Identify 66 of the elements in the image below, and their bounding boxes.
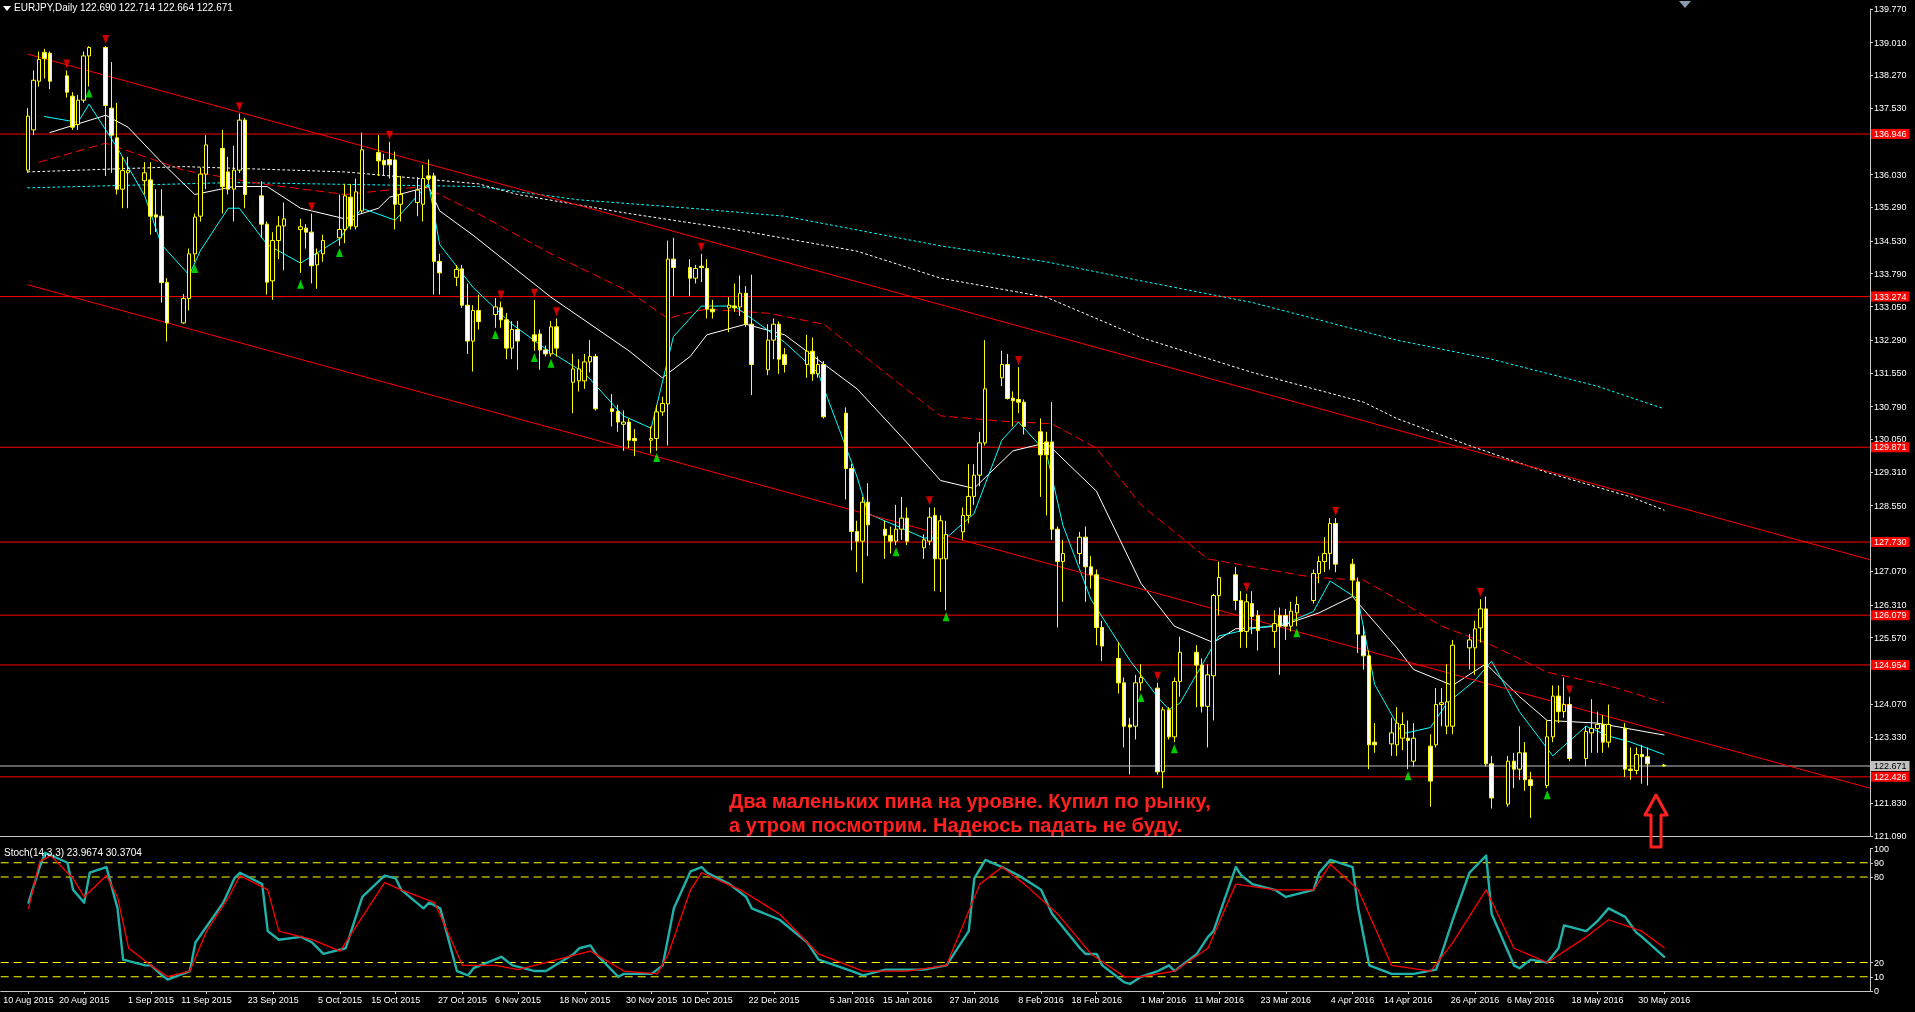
- chart-title: Stoch(14,3,3) 23.9674 30.3704: [4, 846, 143, 858]
- x-tick-label: 6 May 2016: [1507, 994, 1555, 1005]
- x-tick-label: 4 Apr 2016: [1330, 994, 1375, 1005]
- x-tick-label: 18 Nov 2015: [559, 994, 611, 1005]
- x-tick-label: 30 Nov 2015: [626, 994, 678, 1005]
- x-tick-label: 20 Aug 2015: [58, 994, 110, 1005]
- x-tick-label: 10 Aug 2015: [3, 994, 54, 1005]
- y-tick-label: 80: [1874, 872, 1885, 882]
- x-tick-label: 8 Feb 2016: [1018, 994, 1064, 1005]
- y-tick-label: 137.530: [1874, 103, 1907, 114]
- x-tick-label: 5 Oct 2015: [318, 994, 363, 1005]
- y-tick-label: 136.030: [1874, 169, 1907, 180]
- ref-line-label: 129.871: [1874, 442, 1907, 453]
- y-tick-label: 132.290: [1874, 335, 1907, 346]
- x-tick-label: 26 Apr 2016: [1450, 994, 1500, 1005]
- x-tick-label: 10 Dec 2015: [681, 994, 733, 1005]
- x-tick-label: 15 Oct 2015: [371, 994, 421, 1005]
- x-tick-label: 14 Apr 2016: [1383, 994, 1433, 1005]
- x-tick-label: 1 Sep 2015: [127, 994, 174, 1005]
- y-tick-label: 130.050: [1874, 434, 1907, 445]
- x-tick-label: 5 Jan 2016: [829, 994, 875, 1005]
- x-tick-label: 27 Oct 2015: [437, 994, 487, 1005]
- y-tick-label: 138.270: [1874, 70, 1907, 81]
- x-tick-label: 1 Mar 2016: [1140, 994, 1187, 1005]
- y-tick-label: 90: [1874, 857, 1885, 868]
- x-tick-label: 11 Sep 2015: [181, 994, 232, 1005]
- y-tick-label: 0: [1874, 986, 1880, 996]
- y-tick-label: 126.310: [1874, 599, 1907, 610]
- y-tick-label: 100: [1874, 843, 1890, 854]
- ref-line-label: 126.079: [1874, 610, 1907, 621]
- y-tick-label: 10: [1874, 971, 1885, 982]
- ref-line-label: 136.946: [1874, 129, 1907, 140]
- y-tick-label: 134.530: [1874, 235, 1907, 246]
- ref-line-label: 122.671: [1874, 761, 1907, 772]
- y-tick-label: 130.790: [1874, 401, 1907, 412]
- y-tick-label: 135.290: [1874, 202, 1907, 213]
- x-tick-label: 6 Nov 2015: [495, 994, 542, 1005]
- x-tick-label: 27 Jan 2016: [949, 994, 1000, 1005]
- y-tick-label: 20: [1874, 957, 1885, 968]
- y-tick-label: 123.330: [1874, 731, 1907, 742]
- annotation: Два маленьких пина на уровне. Купил по рынку, а утром посмотрим. Надеюсь падать не буду.: [729, 790, 1211, 836]
- ref-line-label: 133.274: [1874, 291, 1907, 302]
- y-tick-label: 124.070: [1874, 699, 1907, 710]
- x-tick-label: 23 Mar 2016: [1260, 994, 1312, 1005]
- y-tick-label: 128.550: [1874, 500, 1907, 511]
- y-tick-label: 121.090: [1874, 831, 1907, 841]
- ref-line-label: 127.730: [1874, 537, 1907, 548]
- y-tick-label: 139.770: [1874, 4, 1907, 14]
- y-tick-label: 121.830: [1874, 798, 1907, 809]
- ref-line-label: 124.954: [1874, 659, 1907, 670]
- ref-line-label: 122.426: [1874, 771, 1907, 782]
- x-tick-label: 11 Mar 2016: [1194, 994, 1245, 1005]
- y-tick-label: 127.070: [1874, 566, 1907, 577]
- x-tick-label: 18 Feb 2016: [1071, 994, 1122, 1005]
- y-tick-label: 131.550: [1874, 367, 1907, 378]
- x-tick-label: 22 Dec 2015: [748, 994, 800, 1005]
- y-tick-label: 129.310: [1874, 467, 1907, 478]
- chart-title: EURJPY,Daily 122.690 122.714 122.664 122.671: [14, 1, 234, 13]
- x-tick-label: 15 Jan 2016: [882, 994, 933, 1005]
- x-tick-label: 18 May 2016: [1571, 994, 1624, 1005]
- x-tick-label: 23 Sep 2015: [247, 994, 299, 1005]
- y-tick-label: 133.790: [1874, 268, 1907, 279]
- x-tick-label: 30 May 2016: [1638, 994, 1691, 1005]
- y-tick-label: 125.570: [1874, 632, 1907, 643]
- y-tick-label: 139.010: [1874, 37, 1907, 48]
- y-tick-label: 133.050: [1874, 301, 1907, 312]
